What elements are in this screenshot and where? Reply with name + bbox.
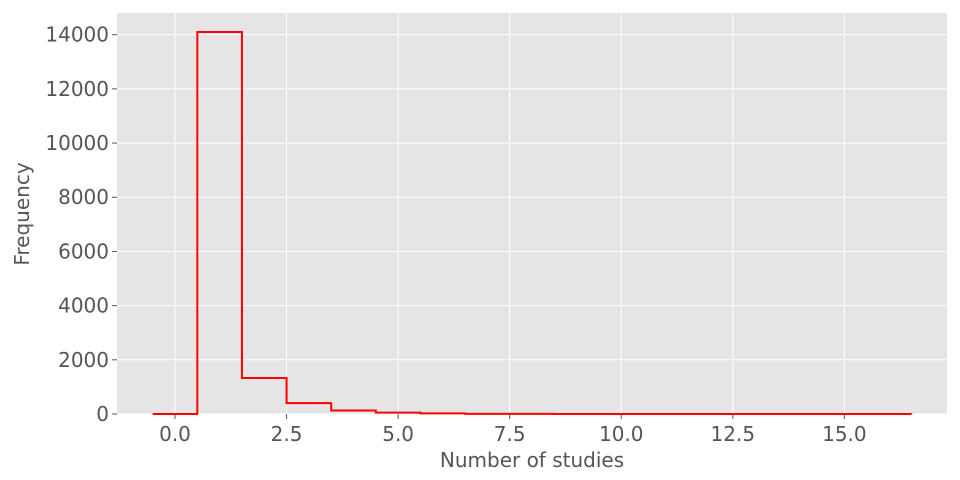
y-tick-label: 12000	[45, 77, 109, 101]
x-tick-label: 15.0	[822, 422, 867, 446]
x-tick-label: 10.0	[599, 422, 644, 446]
y-tick-label: 8000	[58, 185, 109, 209]
x-tick-label: 0.0	[159, 422, 191, 446]
x-axis-title: Number of studies	[440, 448, 624, 472]
x-axis-ticks: 0.0 2.5 5.0 7.5 10.0 12.5 15.0	[159, 414, 867, 446]
y-tick-label: 2000	[58, 348, 109, 372]
y-axis-title: Frequency	[10, 162, 34, 265]
y-tick-label: 6000	[58, 239, 109, 263]
plot-area	[117, 13, 947, 414]
histogram-step-line	[152, 30, 913, 415]
y-tick-label: 4000	[58, 294, 109, 318]
y-tick-label: 10000	[45, 131, 109, 155]
y-tick-label: 14000	[45, 23, 109, 47]
grid-lines	[117, 13, 947, 415]
x-tick-label: 7.5	[494, 422, 526, 446]
x-tick-label: 12.5	[711, 422, 756, 446]
y-axis-ticks: 0 2000 4000 6000 8000 10000 12000 14000	[45, 23, 117, 426]
x-tick-label: 5.0	[382, 422, 414, 446]
x-tick-label: 2.5	[271, 422, 303, 446]
y-tick-label: 0	[96, 402, 109, 426]
